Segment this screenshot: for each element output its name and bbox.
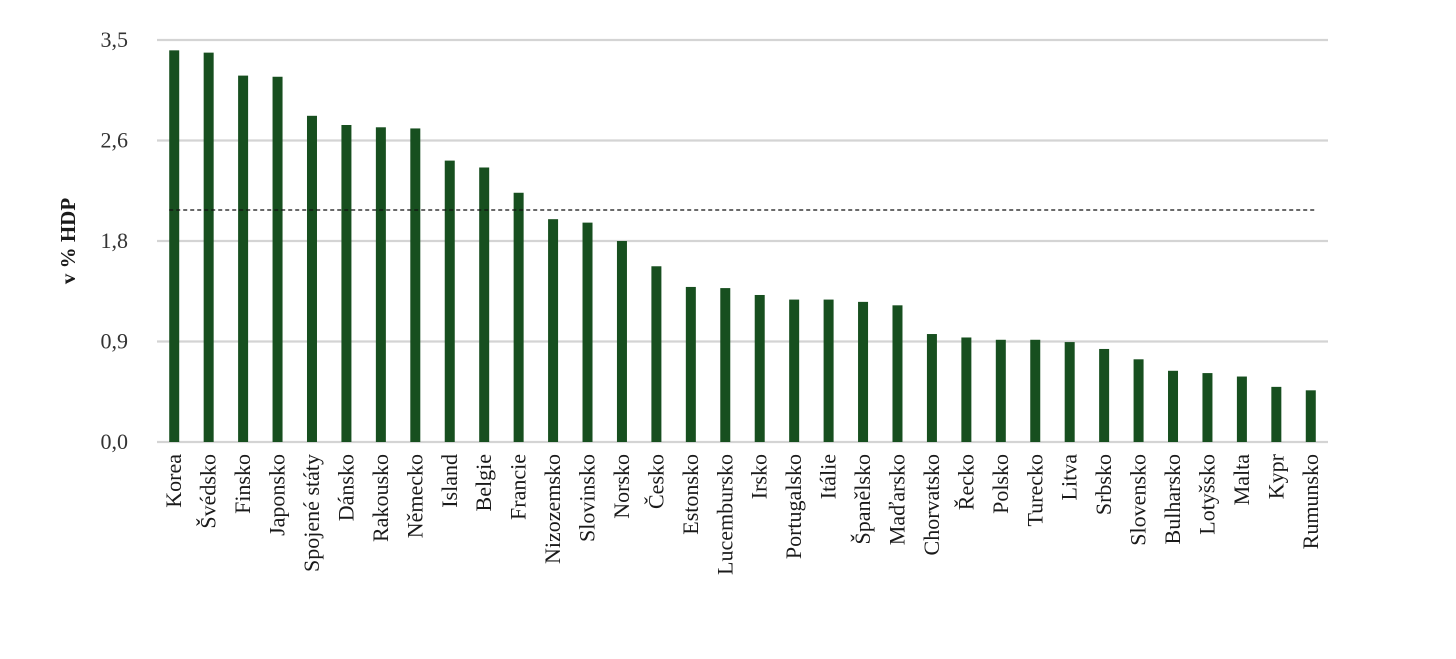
- x-category-label: Estonsko: [678, 454, 703, 535]
- x-category-label: Lucembursko: [712, 454, 737, 575]
- y-tick-label: 3,5: [101, 27, 129, 52]
- x-category-label: Španělsko: [850, 454, 875, 544]
- bars: [169, 50, 1316, 443]
- bar: [444, 160, 455, 442]
- y-tick-label: 0,9: [101, 329, 129, 354]
- x-category-label: Polsko: [988, 454, 1013, 514]
- x-category-label: Turecko: [1022, 454, 1047, 527]
- x-category-label: Litva: [1057, 454, 1082, 501]
- x-category-label: Řecko: [953, 454, 978, 510]
- gridlines: [157, 38, 1328, 444]
- bar: [823, 299, 834, 442]
- y-tick-label: 2,6: [101, 128, 129, 153]
- bar: [754, 294, 765, 442]
- x-category-label: Itálie: [816, 454, 841, 499]
- bar: [616, 241, 627, 442]
- bar: [892, 305, 903, 442]
- x-category-label: Česko: [643, 454, 668, 509]
- x-category-label: Rakousko: [368, 454, 393, 542]
- x-category-label: Korea: [161, 454, 186, 508]
- bar: [1133, 359, 1144, 442]
- bar: [513, 192, 524, 442]
- bar: [858, 301, 869, 442]
- bar: [1168, 370, 1179, 442]
- bar: [1305, 390, 1316, 442]
- y-axis-ticks: 0,0 0,9 1,8 2,6 3,5: [101, 27, 129, 454]
- x-category-label: Belgie: [471, 454, 496, 511]
- y-axis-title: v % HDP: [56, 198, 80, 285]
- x-category-label: Bulharsko: [1160, 454, 1185, 544]
- bar: [789, 299, 800, 442]
- bar: [1236, 376, 1247, 442]
- bar: [410, 128, 421, 442]
- x-category-label: Francie: [506, 454, 531, 520]
- x-axis-labels: Korea Švédsko Finsko Japonsko Spojené státy D…: [161, 453, 1323, 575]
- x-category-label: Spojené státy: [299, 454, 324, 572]
- x-category-label: Lotyšsko: [1194, 454, 1219, 535]
- bar: [961, 337, 972, 442]
- bar: [582, 222, 593, 442]
- x-category-label: Irsko: [747, 454, 772, 499]
- bar: [169, 50, 180, 442]
- x-category-label: Slovensko: [1126, 454, 1151, 546]
- bar: [375, 127, 386, 442]
- x-category-label: Japonsko: [265, 454, 290, 536]
- bar: [1099, 348, 1110, 442]
- bar: [1030, 339, 1041, 442]
- x-category-label: Rumunsko: [1298, 454, 1323, 549]
- x-category-label: Finsko: [230, 454, 255, 514]
- y-tick-label: 0,0: [101, 429, 129, 454]
- bar: [720, 288, 731, 442]
- x-category-label: Norsko: [609, 454, 634, 519]
- bar: [1064, 342, 1075, 442]
- bar: [1271, 386, 1282, 442]
- x-category-label: Německo: [402, 454, 427, 538]
- bar: [341, 124, 352, 442]
- bar: [995, 339, 1006, 442]
- x-category-label: Island: [437, 454, 462, 508]
- x-category-label: Švédsko: [196, 454, 221, 529]
- x-category-label: Malta: [1229, 454, 1254, 506]
- x-category-label: Dánsko: [333, 454, 358, 521]
- bar: [926, 334, 937, 442]
- x-category-label: Maďarsko: [884, 454, 909, 545]
- bar: [1202, 373, 1213, 442]
- x-category-label: Kypr: [1263, 453, 1288, 499]
- bar: [479, 167, 490, 442]
- bar: [238, 75, 249, 442]
- bar: [685, 286, 696, 442]
- bar: [651, 266, 662, 442]
- x-category-label: Chorvatsko: [919, 454, 944, 555]
- y-tick-label: 1,8: [101, 228, 129, 253]
- bar: [203, 52, 214, 443]
- x-category-label: Slovinsko: [575, 454, 600, 542]
- bar: [548, 219, 559, 442]
- bar: [306, 115, 317, 442]
- x-category-label: Portugalsko: [781, 454, 806, 559]
- x-category-label: Srbsko: [1091, 454, 1116, 515]
- bar: [272, 76, 283, 443]
- x-category-label: Nizozemsko: [540, 454, 565, 564]
